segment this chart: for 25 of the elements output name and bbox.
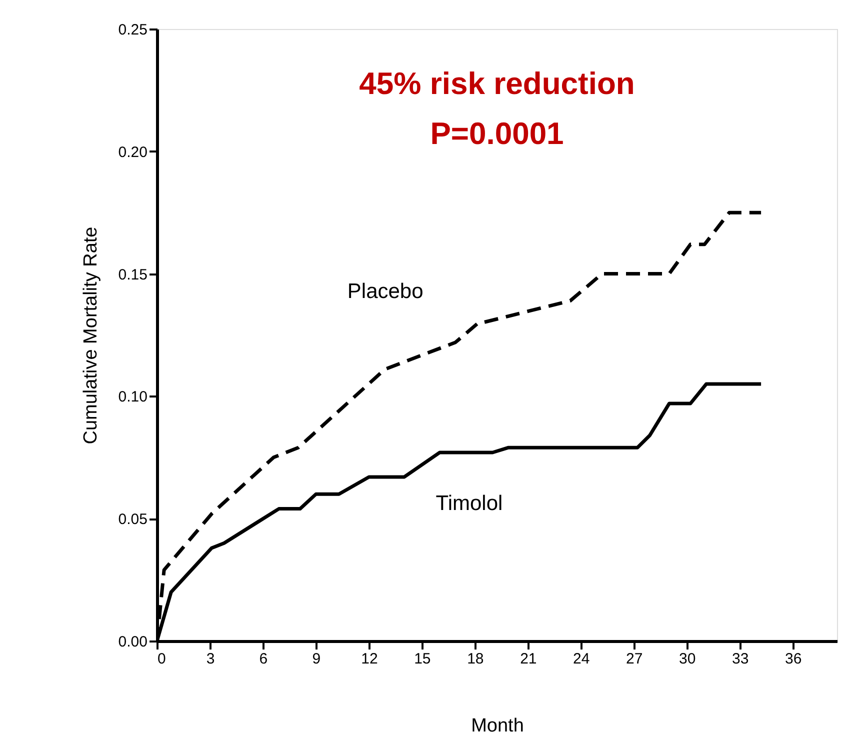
x-tick-label: 15 <box>414 650 431 668</box>
y-tick-label: 0.00 <box>118 634 148 650</box>
x-tick-label: 21 <box>520 650 537 668</box>
y-tick-label: 0.20 <box>118 144 148 161</box>
x-tick-label: 12 <box>361 650 378 668</box>
x-tick-label: 33 <box>732 650 749 668</box>
x-tick-label: 36 <box>785 650 802 668</box>
y-tick-label: 0.05 <box>118 511 148 528</box>
x-tick-label: 27 <box>626 650 643 668</box>
x-axis-title: Month <box>471 716 524 736</box>
x-tick-label: 9 <box>312 650 321 668</box>
x-tick-label: 3 <box>206 650 215 668</box>
x-tick-label: 30 <box>679 650 696 668</box>
x-tick-label: 18 <box>467 650 484 668</box>
y-tick-label: 0.10 <box>118 388 148 406</box>
y-axis-title: Cumulative Mortality Rate <box>80 226 102 444</box>
annotation: 45% risk reduction <box>359 66 635 101</box>
x-tick-label: 0 <box>158 650 166 668</box>
x-tick-label: 24 <box>573 650 590 668</box>
x-tick-label: 6 <box>259 650 268 668</box>
y-tick-label: 0.15 <box>118 266 148 284</box>
text: Placebo <box>347 280 424 304</box>
series-label: Timolol <box>436 492 503 515</box>
annotation: P=0.0001 <box>430 116 564 151</box>
y-tick-label: 0.25 <box>118 22 148 38</box>
